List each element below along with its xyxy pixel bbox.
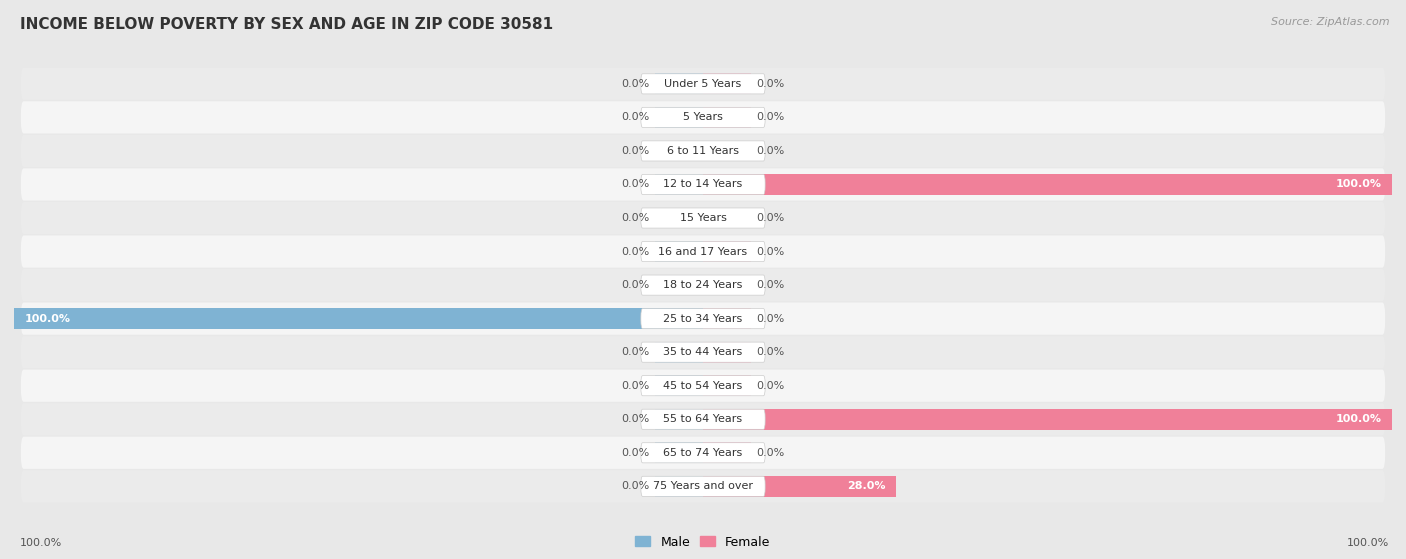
Bar: [655, 274, 703, 296]
Bar: [703, 241, 751, 262]
Bar: [703, 207, 751, 229]
FancyBboxPatch shape: [641, 275, 765, 295]
Text: 0.0%: 0.0%: [621, 448, 650, 458]
Bar: [655, 207, 703, 229]
Text: 0.0%: 0.0%: [756, 79, 785, 89]
Text: 0.0%: 0.0%: [756, 247, 785, 257]
Bar: [703, 107, 751, 128]
Text: 0.0%: 0.0%: [621, 112, 650, 122]
Text: Under 5 Years: Under 5 Years: [665, 79, 741, 89]
Text: 0.0%: 0.0%: [756, 448, 785, 458]
Bar: [655, 174, 703, 195]
Text: 100.0%: 100.0%: [1347, 538, 1389, 548]
FancyBboxPatch shape: [21, 336, 1385, 368]
Text: 25 to 34 Years: 25 to 34 Years: [664, 314, 742, 324]
Legend: Male, Female: Male, Female: [630, 530, 776, 553]
Bar: [703, 409, 1392, 430]
Bar: [655, 442, 703, 463]
FancyBboxPatch shape: [641, 141, 765, 161]
FancyBboxPatch shape: [21, 470, 1385, 503]
FancyBboxPatch shape: [21, 269, 1385, 301]
FancyBboxPatch shape: [641, 409, 765, 429]
Bar: [703, 308, 751, 329]
Bar: [703, 140, 751, 162]
Text: 18 to 24 Years: 18 to 24 Years: [664, 280, 742, 290]
Text: 0.0%: 0.0%: [756, 146, 785, 156]
FancyBboxPatch shape: [641, 443, 765, 463]
FancyBboxPatch shape: [21, 369, 1385, 402]
FancyBboxPatch shape: [21, 437, 1385, 469]
Text: 0.0%: 0.0%: [621, 79, 650, 89]
Text: 16 and 17 Years: 16 and 17 Years: [658, 247, 748, 257]
Text: 65 to 74 Years: 65 to 74 Years: [664, 448, 742, 458]
Bar: [703, 73, 751, 94]
Text: 0.0%: 0.0%: [621, 381, 650, 391]
Text: 45 to 54 Years: 45 to 54 Years: [664, 381, 742, 391]
Bar: [703, 174, 1392, 195]
FancyBboxPatch shape: [641, 241, 765, 262]
Text: 0.0%: 0.0%: [756, 213, 785, 223]
FancyBboxPatch shape: [641, 376, 765, 396]
Bar: [703, 375, 751, 396]
Text: 0.0%: 0.0%: [621, 179, 650, 190]
FancyBboxPatch shape: [641, 107, 765, 127]
Text: 5 Years: 5 Years: [683, 112, 723, 122]
FancyBboxPatch shape: [21, 168, 1385, 201]
Text: INCOME BELOW POVERTY BY SEX AND AGE IN ZIP CODE 30581: INCOME BELOW POVERTY BY SEX AND AGE IN Z…: [20, 17, 553, 32]
Text: 0.0%: 0.0%: [621, 414, 650, 424]
Text: 55 to 64 Years: 55 to 64 Years: [664, 414, 742, 424]
Bar: [655, 107, 703, 128]
Text: 12 to 14 Years: 12 to 14 Years: [664, 179, 742, 190]
Text: Source: ZipAtlas.com: Source: ZipAtlas.com: [1271, 17, 1389, 27]
Bar: [703, 476, 896, 497]
Bar: [655, 409, 703, 430]
Text: 28.0%: 28.0%: [846, 481, 886, 491]
FancyBboxPatch shape: [21, 403, 1385, 435]
Text: 100.0%: 100.0%: [24, 314, 70, 324]
Bar: [703, 342, 751, 363]
Text: 0.0%: 0.0%: [756, 280, 785, 290]
Text: 0.0%: 0.0%: [621, 280, 650, 290]
Bar: [703, 274, 751, 296]
FancyBboxPatch shape: [21, 101, 1385, 134]
Text: 0.0%: 0.0%: [756, 112, 785, 122]
FancyBboxPatch shape: [641, 476, 765, 496]
FancyBboxPatch shape: [641, 208, 765, 228]
Text: 0.0%: 0.0%: [756, 314, 785, 324]
Text: 0.0%: 0.0%: [621, 347, 650, 357]
Bar: [14, 308, 703, 329]
Bar: [655, 140, 703, 162]
Text: 100.0%: 100.0%: [20, 538, 62, 548]
Text: 35 to 44 Years: 35 to 44 Years: [664, 347, 742, 357]
FancyBboxPatch shape: [21, 135, 1385, 167]
Text: 0.0%: 0.0%: [621, 481, 650, 491]
FancyBboxPatch shape: [21, 68, 1385, 100]
Bar: [655, 241, 703, 262]
Text: 0.0%: 0.0%: [621, 247, 650, 257]
Text: 100.0%: 100.0%: [1336, 179, 1382, 190]
FancyBboxPatch shape: [21, 235, 1385, 268]
Bar: [655, 342, 703, 363]
FancyBboxPatch shape: [641, 74, 765, 94]
Text: 6 to 11 Years: 6 to 11 Years: [666, 146, 740, 156]
FancyBboxPatch shape: [641, 309, 765, 329]
FancyBboxPatch shape: [641, 174, 765, 195]
Text: 0.0%: 0.0%: [756, 381, 785, 391]
Bar: [655, 73, 703, 94]
FancyBboxPatch shape: [641, 342, 765, 362]
FancyBboxPatch shape: [21, 202, 1385, 234]
Text: 75 Years and over: 75 Years and over: [652, 481, 754, 491]
Text: 100.0%: 100.0%: [1336, 414, 1382, 424]
Text: 0.0%: 0.0%: [756, 347, 785, 357]
FancyBboxPatch shape: [21, 302, 1385, 335]
Bar: [655, 476, 703, 497]
Bar: [703, 442, 751, 463]
Bar: [655, 375, 703, 396]
Text: 15 Years: 15 Years: [679, 213, 727, 223]
Text: 0.0%: 0.0%: [621, 146, 650, 156]
Text: 0.0%: 0.0%: [621, 213, 650, 223]
